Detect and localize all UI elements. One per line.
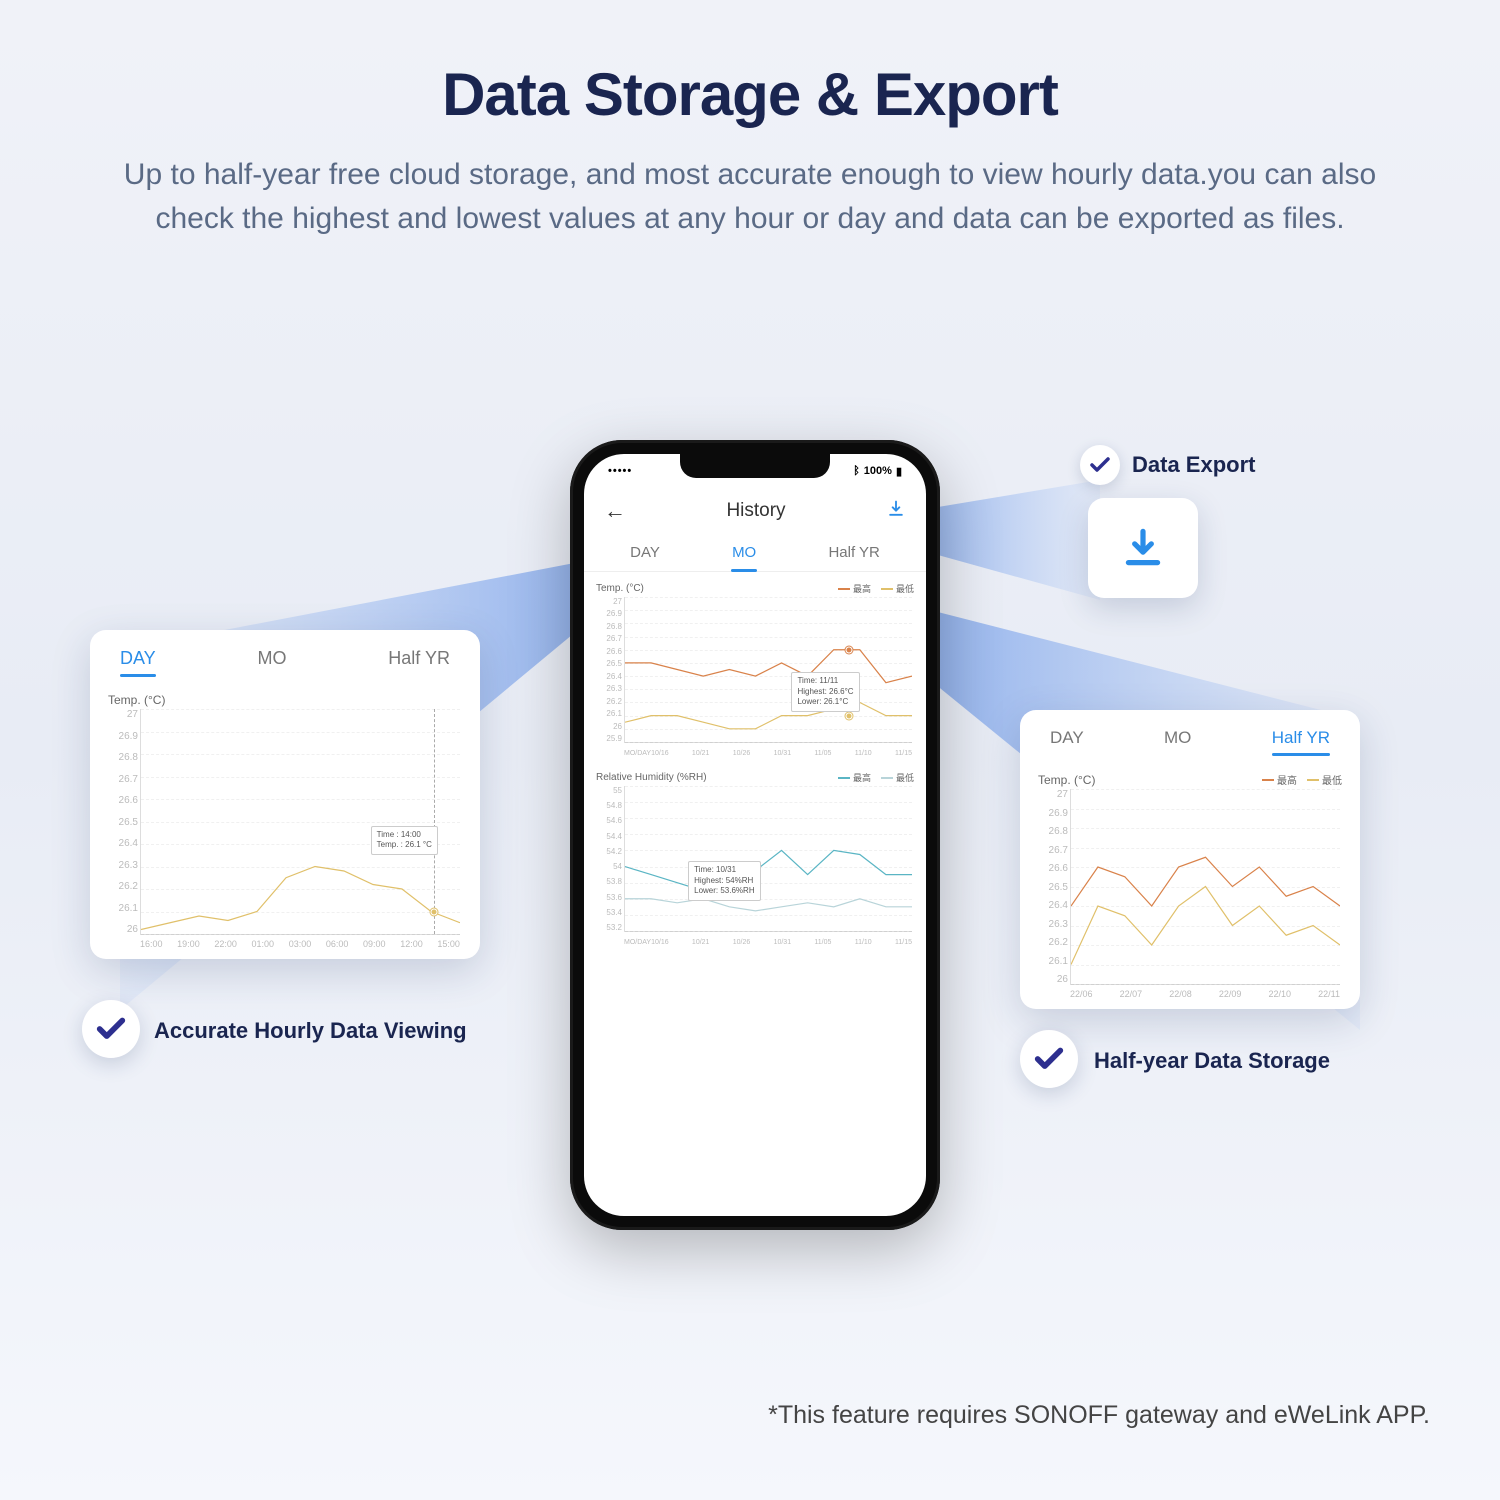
half-year-chart-plot[interactable]: 2726.926.826.726.626.526.426.326.226.126… [1038, 789, 1342, 999]
screen-title: History [726, 500, 785, 522]
page-title: Data Storage & Export [0, 60, 1500, 129]
hourly-data-card: DAY MO Half YR Temp. (°C) 2726.926.826.7… [90, 630, 480, 959]
hourly-tab-day[interactable]: DAY [120, 648, 156, 669]
hourly-tab-mo[interactable]: MO [257, 648, 286, 669]
hourly-chart-plot[interactable]: 2726.926.826.726.626.526.426.326.226.126… [108, 709, 462, 949]
hourly-check-icon [82, 1000, 140, 1058]
period-tabs: DAY MO Half YR [584, 530, 926, 572]
download-icon[interactable] [886, 499, 906, 524]
half-year-check-icon [1020, 1030, 1078, 1088]
humidity-chart-plot[interactable]: 5554.854.654.454.25453.853.653.453.2Time… [596, 786, 914, 946]
half-year-legend: 最高 最低 [1262, 772, 1342, 787]
phone-notch [680, 454, 830, 478]
export-card [1088, 498, 1198, 598]
app-header: ← History [584, 488, 926, 530]
half-year-tab-mo[interactable]: MO [1164, 728, 1191, 748]
hourly-card-tabs: DAY MO Half YR [108, 644, 462, 679]
tab-day[interactable]: DAY [626, 538, 664, 571]
export-callout-label: Data Export [1132, 452, 1255, 478]
half-year-card-tabs: DAY MO Half YR [1038, 724, 1342, 758]
temp-legend: 最高 最低 [838, 582, 914, 595]
back-button[interactable]: ← [604, 498, 626, 524]
humidity-chart: Relative Humidity (%RH) 最高 最低 5554.854.6… [584, 761, 926, 950]
temp-chart: Temp. (°C) 最高 最低 2726.926.826.726.626.52… [584, 572, 926, 761]
footnote: *This feature requires SONOFF gateway an… [768, 1401, 1430, 1430]
half-year-tab-day[interactable]: DAY [1050, 728, 1084, 748]
battery-text: 100% [864, 465, 892, 477]
tab-half-yr[interactable]: Half YR [824, 538, 883, 571]
humidity-legend: 最高 最低 [838, 771, 914, 784]
battery-icon: ▮ [896, 465, 902, 478]
half-year-chart-title: Temp. (°C) [1038, 773, 1095, 787]
hourly-tab-half-yr[interactable]: Half YR [388, 648, 450, 669]
hourly-chart-title: Temp. (°C) [108, 693, 165, 707]
humidity-chart-title: Relative Humidity (%RH) [596, 772, 707, 783]
tab-mo[interactable]: MO [728, 538, 760, 571]
half-year-tab-half-yr[interactable]: Half YR [1272, 728, 1330, 748]
temp-chart-title: Temp. (°C) [596, 583, 644, 594]
temp-chart-plot[interactable]: 2726.926.826.726.626.526.426.326.226.126… [596, 597, 914, 757]
half-year-callout-label: Half-year Data Storage [1094, 1048, 1330, 1074]
hourly-callout-label: Accurate Hourly Data Viewing [154, 1018, 467, 1044]
download-icon [1118, 523, 1168, 573]
export-check-icon [1080, 445, 1120, 485]
bluetooth-icon: ᛒ [853, 465, 860, 477]
phone-screen: ᛒ 100% ▮ ← History DAY MO Half YR Temp. … [584, 454, 926, 1216]
page-subtitle: Up to half-year free cloud storage, and … [110, 153, 1390, 240]
half-year-card: DAY MO Half YR Temp. (°C) 最高 最低 2726.926… [1020, 710, 1360, 1009]
signal-icon [608, 465, 632, 477]
phone-mockup: ᛒ 100% ▮ ← History DAY MO Half YR Temp. … [570, 440, 940, 1230]
